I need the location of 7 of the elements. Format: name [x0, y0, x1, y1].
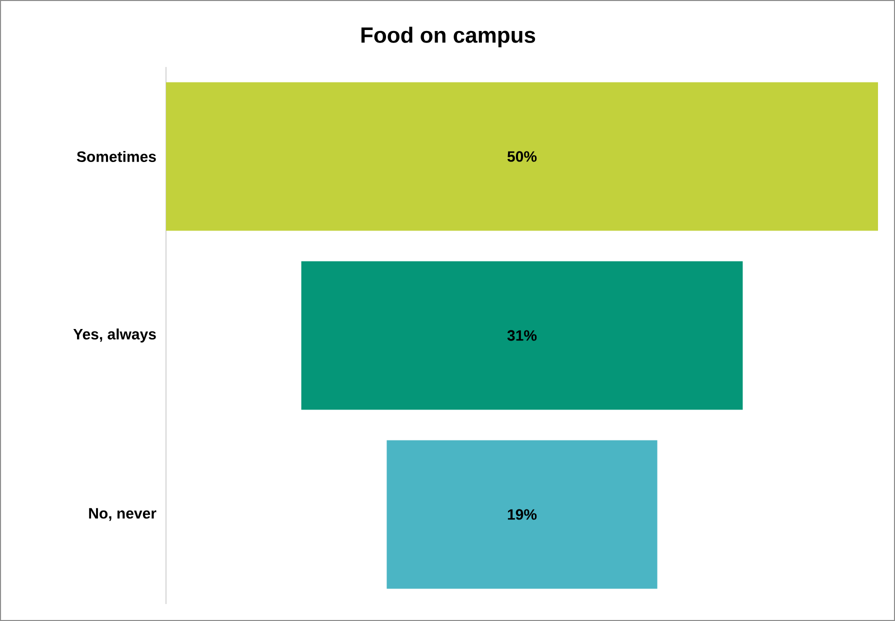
data-label: 50%: [507, 151, 537, 162]
category-label: Sometimes: [76, 150, 156, 162]
category-label: Yes, always: [73, 328, 156, 342]
text: Food on campus: [361, 26, 536, 48]
category-label: No, never: [89, 508, 156, 521]
data-label: 19%: [508, 509, 537, 520]
data-label: 31%: [507, 330, 537, 341]
